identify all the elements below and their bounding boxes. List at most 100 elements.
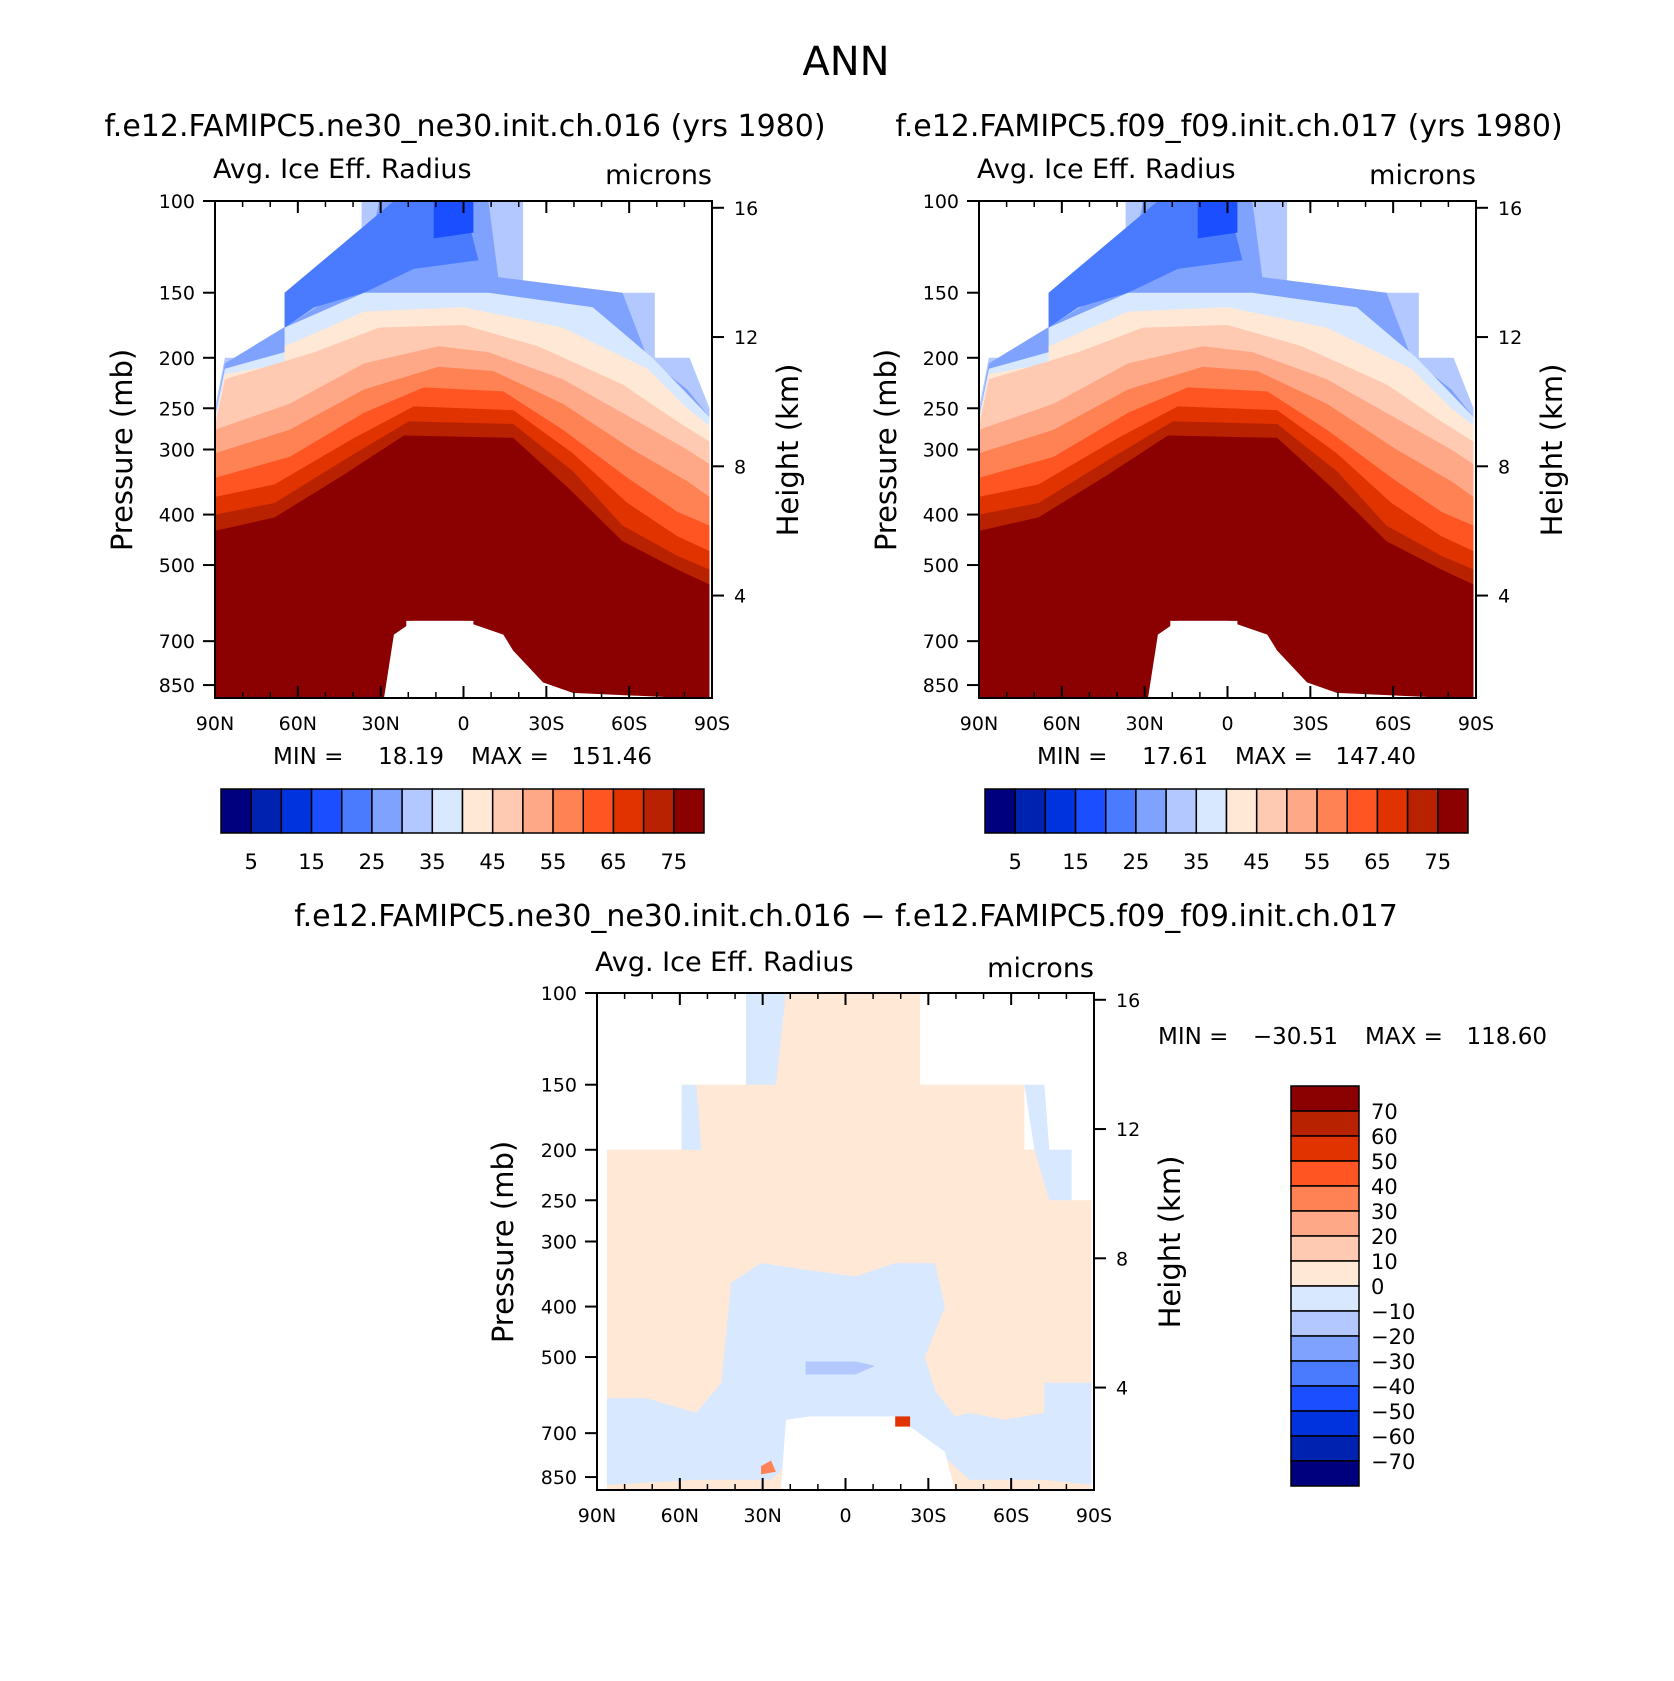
colorbar-box [401,788,434,834]
contour-fill-6 [805,1361,876,1375]
panel-3: f.e12.FAMIPC5.ne30_ne30.init.ch.016 − f.… [294,899,1547,1527]
contour-fill-14 [1148,620,1452,698]
panel-1-right-string: microns [605,160,712,191]
y-tick-label: 850 [541,1467,577,1489]
x-tick-label: 60S [1375,713,1411,735]
colorbar-label: 25 [1123,850,1150,874]
x-tick-label: 30S [910,1505,946,1527]
x-tick-label: 90S [1458,713,1494,735]
colorbar-label: 45 [479,850,506,874]
colorbar-box [1290,1360,1360,1387]
colorbar-box [250,788,283,834]
panel-3-min-label: MIN = [1158,1024,1228,1050]
y-tick-label: 700 [159,631,195,653]
colorbar-box [371,788,403,834]
colorbar-label: 15 [1062,850,1089,874]
contour-fill-9 [761,1460,776,1475]
panel-3-ylabel: Pressure (mb) [486,1141,520,1343]
panel-1-ylabel-right: Height (km) [771,364,805,537]
y-tick-label: 700 [541,1423,577,1445]
colorbar-box [431,788,464,834]
colorbar-box [1406,788,1439,834]
y-right-tick-label: 16 [734,198,758,220]
colorbar-label: 0 [1371,1275,1384,1299]
panel-2-ylabel: Pressure (mb) [869,349,903,551]
y-tick-label: 200 [923,348,959,370]
panel-3-right-string: microns [987,953,1094,984]
panel-2-min-value: 17.61 [1142,744,1208,770]
y-tick-label: 300 [541,1232,577,1254]
colorbar-box [522,788,554,834]
colorbar-box [1105,788,1137,834]
colorbar-box [1376,788,1409,834]
colorbar-box [1135,788,1167,834]
panel-2-colorbar: 5 15 25 35 45 55 65 75 [984,788,1469,874]
y-right-tick-label: 12 [1116,1119,1140,1141]
colorbar-label: 25 [359,850,386,874]
colorbar-box [1290,1460,1360,1487]
colorbar-label: −50 [1371,1400,1415,1424]
panel-3-plot: 90N 60N 30N 0 30S 60S 90S 100 150 200 250 300 400 500… [541,983,1140,1527]
panel-2-stats: MIN = 17.61 MAX = 147.40 [1037,744,1416,770]
x-tick-label: 0 [457,713,469,735]
panel-1-stats: MIN = 18.19 MAX = 151.46 [273,744,652,770]
colorbar-label: 65 [600,850,627,874]
colorbar-label: −30 [1371,1350,1415,1374]
colorbar-box [341,788,373,834]
colorbar-label: 5 [1009,850,1022,874]
colorbar-label: 45 [1243,850,1270,874]
colorbar-label: 20 [1371,1225,1398,1249]
contour-fill-3 [284,201,479,328]
x-tick-label: 30N [361,713,399,735]
colorbar-box [1346,788,1379,834]
colorbar-box [1290,1210,1360,1237]
y-right-tick-label: 4 [1498,586,1510,608]
y-tick-label: 500 [923,555,959,577]
colorbar-box [280,788,313,834]
y-tick-label: 400 [923,505,959,527]
colorbar-label: 50 [1371,1150,1398,1174]
x-tick-label: 60S [993,1505,1029,1527]
y-tick-label: 250 [923,398,959,420]
y-tick-label: 150 [923,283,959,305]
colorbar-label: 60 [1371,1125,1398,1149]
colorbar-label: −40 [1371,1375,1415,1399]
colorbar-label: −60 [1371,1425,1415,1449]
colorbar-box [1290,1410,1360,1437]
panel-1-min-label: MIN = [273,744,343,770]
colorbar-box [1290,1435,1360,1462]
y-tick-label: 300 [923,440,959,462]
colorbar-box [1290,1310,1360,1337]
panel-2-max-value: 147.40 [1336,744,1416,770]
x-tick-label: 90N [578,1505,616,1527]
panel-1-max-label: MAX = [471,744,549,770]
colorbar-label: 65 [1364,850,1391,874]
y-tick-label: 700 [923,631,959,653]
colorbar-box [310,788,343,834]
panel-2-right-string: microns [1369,160,1476,191]
colorbar-box [1290,1335,1360,1362]
colorbar-box [1290,1135,1360,1162]
y-tick-label: 500 [541,1347,577,1369]
x-tick-label: 30S [528,713,564,735]
colorbar-label: 75 [660,850,687,874]
x-tick-label: 0 [839,1505,851,1527]
colorbar-box [642,788,675,834]
x-tick-label: 90S [1076,1505,1112,1527]
panel-1-left-string: Avg. Ice Eff. Radius [213,154,472,185]
x-tick-label: 60S [611,713,647,735]
colorbar-box [1225,788,1258,834]
y-right-tick-label: 8 [734,456,746,478]
y-right-tick-label: 4 [1116,1378,1128,1400]
colorbar-box [673,788,705,834]
y-tick-label: 150 [159,283,195,305]
colorbar-box [1195,788,1228,834]
panel-1: f.e12.FAMIPC5.ne30_ne30.init.ch.016 (yrs… [104,109,825,874]
x-tick-label: 60N [1043,713,1081,735]
y-tick-label: 250 [541,1190,577,1212]
colorbar-box [1290,1260,1360,1287]
colorbar-box [582,788,615,834]
colorbar-label: 70 [1371,1100,1398,1124]
colorbar-label: 5 [245,850,258,874]
